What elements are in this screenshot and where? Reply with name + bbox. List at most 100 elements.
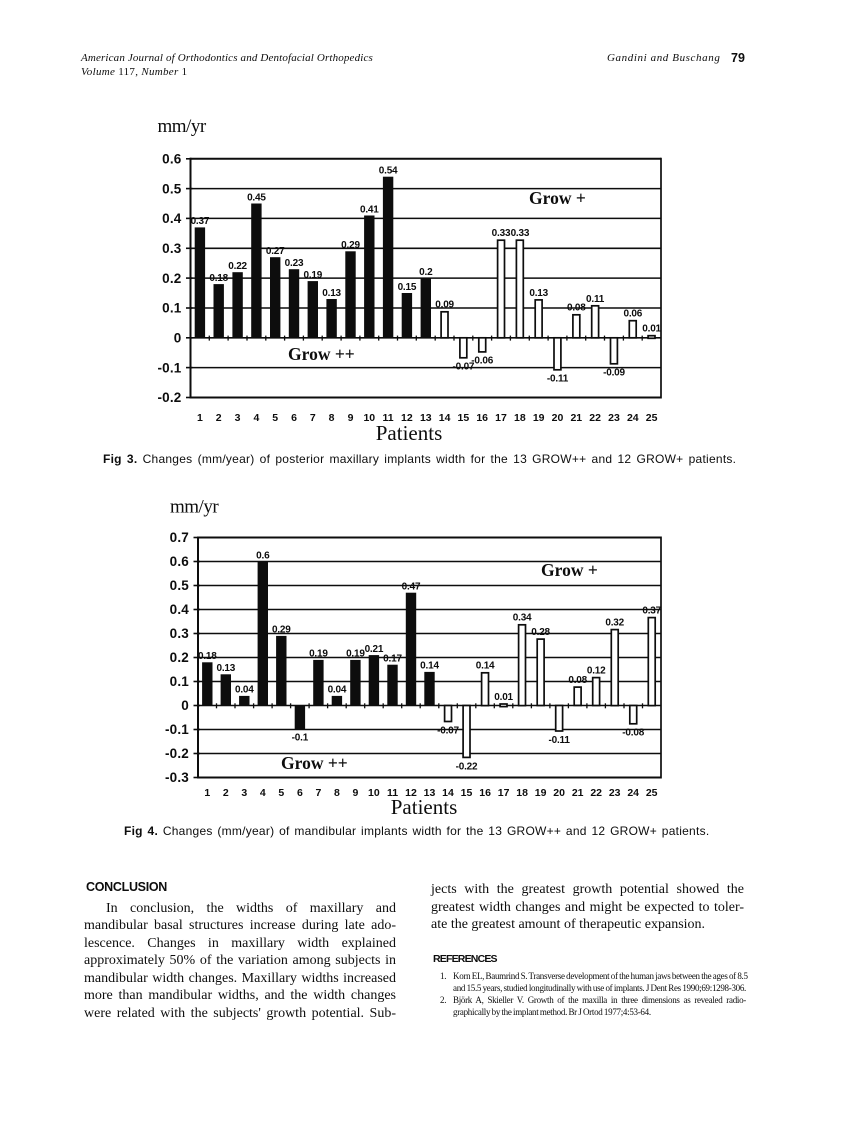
svg-text:-0.1: -0.1 <box>157 360 181 375</box>
svg-text:0.18: 0.18 <box>209 273 228 284</box>
svg-text:13: 13 <box>420 412 432 424</box>
svg-text:mm/yr: mm/yr <box>170 497 219 518</box>
svg-text:0.08: 0.08 <box>568 675 587 686</box>
svg-text:0.13: 0.13 <box>322 288 341 299</box>
svg-text:0.54: 0.54 <box>379 166 398 177</box>
svg-text:0.4: 0.4 <box>170 602 190 617</box>
svg-text:Grow +: Grow + <box>529 188 586 208</box>
svg-text:Grow ++: Grow ++ <box>288 344 355 364</box>
svg-text:Grow ++: Grow ++ <box>281 753 348 773</box>
svg-text:2: 2 <box>223 787 229 799</box>
svg-text:-0.09: -0.09 <box>603 368 625 379</box>
svg-text:0.28: 0.28 <box>531 627 550 638</box>
svg-text:-0.2: -0.2 <box>157 390 181 405</box>
svg-text:0.11: 0.11 <box>586 294 605 305</box>
svg-text:0.13: 0.13 <box>529 288 548 299</box>
svg-text:20: 20 <box>552 412 564 424</box>
svg-text:18: 18 <box>514 412 526 424</box>
svg-text:-0.3: -0.3 <box>165 770 189 785</box>
svg-text:0.08: 0.08 <box>567 303 586 314</box>
svg-text:0.27: 0.27 <box>266 246 285 257</box>
svg-text:2: 2 <box>216 412 222 424</box>
svg-text:0.2: 0.2 <box>419 267 433 278</box>
svg-text:23: 23 <box>608 412 620 424</box>
svg-text:0.19: 0.19 <box>309 649 328 660</box>
svg-text:0.23: 0.23 <box>285 258 304 269</box>
svg-text:0.17: 0.17 <box>383 654 402 665</box>
svg-text:11: 11 <box>383 412 394 424</box>
svg-text:24: 24 <box>627 787 639 799</box>
svg-text:12: 12 <box>405 787 417 799</box>
svg-text:0.33: 0.33 <box>511 228 530 239</box>
svg-text:Patients: Patients <box>391 795 458 819</box>
svg-text:0.22: 0.22 <box>228 261 247 272</box>
svg-text:-0.11: -0.11 <box>548 735 570 746</box>
svg-text:15: 15 <box>461 787 473 799</box>
svg-text:-0.07: -0.07 <box>437 725 459 736</box>
svg-text:1: 1 <box>197 412 203 424</box>
svg-text:0.21: 0.21 <box>365 644 384 655</box>
svg-text:18: 18 <box>516 787 528 799</box>
svg-text:17: 17 <box>495 412 507 424</box>
svg-text:0.19: 0.19 <box>346 649 365 660</box>
svg-text:0.3: 0.3 <box>162 241 182 256</box>
svg-text:0.14: 0.14 <box>476 661 495 672</box>
svg-text:6: 6 <box>291 412 297 424</box>
svg-text:0.29: 0.29 <box>272 625 291 636</box>
svg-text:1: 1 <box>204 787 210 799</box>
svg-text:0.06: 0.06 <box>623 309 642 320</box>
svg-text:0.32: 0.32 <box>605 618 624 629</box>
svg-text:24: 24 <box>627 412 639 424</box>
svg-text:4: 4 <box>253 412 259 424</box>
svg-text:-0.08: -0.08 <box>622 728 644 739</box>
svg-text:0.09: 0.09 <box>435 300 454 311</box>
svg-text:5: 5 <box>278 787 284 799</box>
svg-text:4: 4 <box>260 787 266 799</box>
svg-text:9: 9 <box>352 787 358 799</box>
svg-text:0.34: 0.34 <box>513 613 532 624</box>
svg-text:0.18: 0.18 <box>198 651 217 662</box>
svg-text:0.41: 0.41 <box>360 204 379 215</box>
svg-text:13: 13 <box>424 787 436 799</box>
svg-text:0.4: 0.4 <box>162 211 182 226</box>
svg-text:-0.07: -0.07 <box>453 362 475 373</box>
svg-text:14: 14 <box>442 787 454 799</box>
svg-text:0.45: 0.45 <box>247 192 266 203</box>
svg-text:10: 10 <box>363 412 375 424</box>
svg-text:0.37: 0.37 <box>191 216 210 227</box>
svg-text:21: 21 <box>570 412 582 424</box>
svg-text:0.01: 0.01 <box>494 692 513 703</box>
svg-text:0.3: 0.3 <box>170 626 190 641</box>
svg-text:0.6: 0.6 <box>162 152 182 167</box>
svg-text:22: 22 <box>589 412 601 424</box>
svg-text:19: 19 <box>535 787 547 799</box>
svg-text:25: 25 <box>646 412 658 424</box>
svg-text:7: 7 <box>315 787 321 799</box>
svg-text:3: 3 <box>241 787 247 799</box>
svg-text:19: 19 <box>533 412 545 424</box>
svg-text:0: 0 <box>181 698 189 713</box>
svg-text:0.1: 0.1 <box>170 674 190 689</box>
svg-text:-0.1: -0.1 <box>292 733 309 744</box>
svg-text:16: 16 <box>476 412 488 424</box>
svg-text:25: 25 <box>646 787 658 799</box>
svg-text:-0.1: -0.1 <box>165 722 189 737</box>
svg-text:14: 14 <box>439 412 451 424</box>
svg-text:21: 21 <box>572 787 584 799</box>
svg-text:6: 6 <box>297 787 303 799</box>
svg-text:Patients: Patients <box>376 421 443 445</box>
svg-text:8: 8 <box>329 412 335 424</box>
svg-text:0.7: 0.7 <box>170 530 189 545</box>
svg-text:11: 11 <box>387 787 398 799</box>
svg-text:0.37: 0.37 <box>642 606 661 617</box>
svg-text:0.5: 0.5 <box>162 181 182 196</box>
svg-text:-0.2: -0.2 <box>165 746 189 761</box>
svg-text:0.2: 0.2 <box>162 271 181 286</box>
svg-text:0.6: 0.6 <box>170 554 190 569</box>
svg-text:0.15: 0.15 <box>398 282 417 293</box>
svg-text:0.19: 0.19 <box>303 270 322 281</box>
svg-text:20: 20 <box>553 787 565 799</box>
svg-text:16: 16 <box>479 787 491 799</box>
svg-text:0.5: 0.5 <box>170 578 190 593</box>
svg-text:0.2: 0.2 <box>170 650 189 665</box>
